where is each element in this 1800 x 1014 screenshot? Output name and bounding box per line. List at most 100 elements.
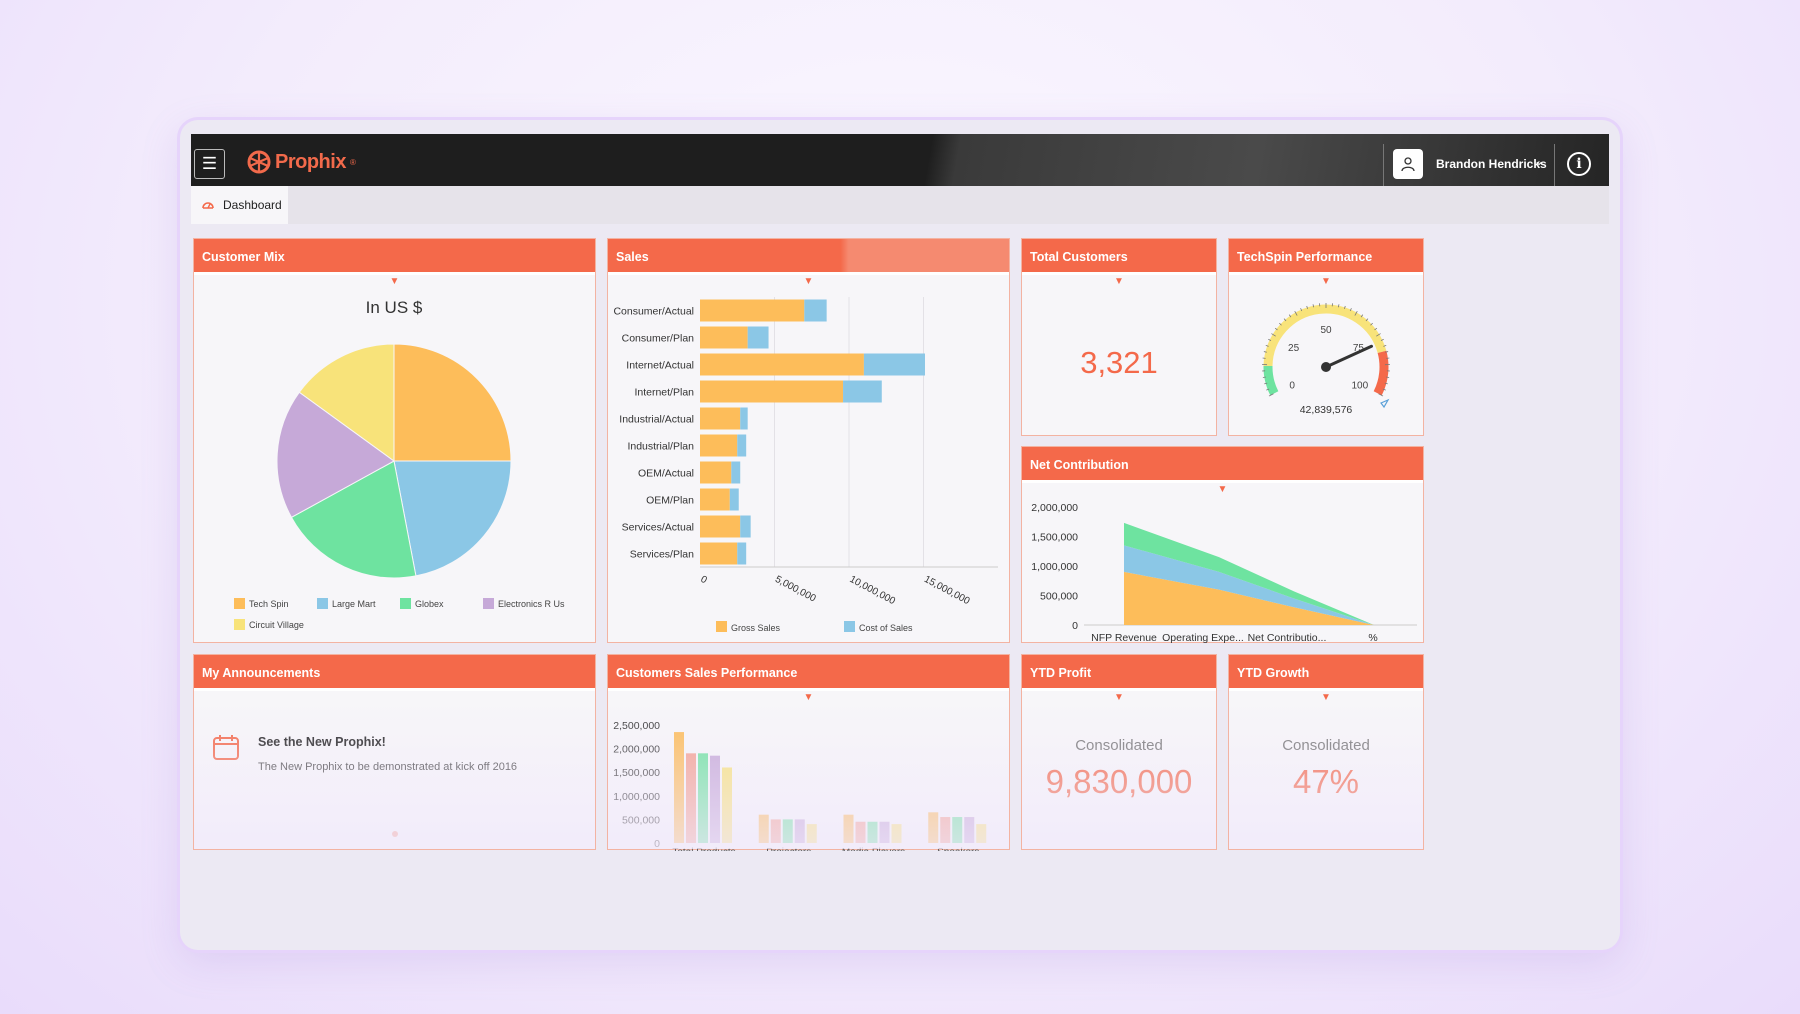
tab-label: Dashboard bbox=[223, 198, 282, 212]
bar[interactable] bbox=[964, 817, 975, 843]
panel-title: Net Contribution bbox=[1022, 447, 1423, 483]
legend-swatch bbox=[483, 598, 494, 609]
bar-cost-of-sales[interactable] bbox=[843, 380, 882, 403]
pie-slice[interactable] bbox=[393, 343, 512, 462]
bar-cost-of-sales[interactable] bbox=[737, 434, 747, 457]
gauge-tick bbox=[1312, 304, 1315, 308]
legend-swatch bbox=[234, 598, 245, 609]
bar-gross-sales[interactable] bbox=[700, 515, 741, 538]
info-icon[interactable]: i bbox=[1567, 152, 1591, 176]
gauge-band bbox=[1373, 350, 1389, 396]
area-series[interactable] bbox=[1124, 545, 1374, 625]
bar-cost-of-sales[interactable] bbox=[740, 407, 748, 430]
category-label: Services/Plan bbox=[630, 549, 694, 561]
chevron-down-icon[interactable]: ▼ bbox=[1114, 276, 1124, 287]
gauge-tick bbox=[1263, 351, 1267, 353]
bar[interactable] bbox=[758, 814, 769, 843]
legend-label[interactable]: Circuit Village bbox=[249, 620, 304, 630]
bar[interactable] bbox=[722, 767, 732, 843]
announcement-title[interactable]: See the New Prophix! bbox=[258, 735, 386, 749]
y-tick-label: 500,000 bbox=[1040, 591, 1078, 603]
pie-slice[interactable] bbox=[298, 343, 395, 462]
chevron-down-icon[interactable]: ▼ bbox=[1321, 276, 1331, 287]
bar[interactable] bbox=[686, 753, 696, 843]
bar-gross-sales[interactable] bbox=[700, 434, 738, 457]
category-label: Consumer/Actual bbox=[613, 306, 694, 318]
legend-label[interactable]: Electronics R Us bbox=[498, 599, 565, 609]
bar[interactable] bbox=[940, 817, 951, 843]
customers-sales-performance-panel: Customers Sales Performance ▼ 0 500,000 1,… bbox=[607, 654, 1010, 858]
legend-label[interactable]: Tech Spin bbox=[249, 599, 289, 609]
bar[interactable] bbox=[782, 819, 793, 843]
gauge-tick bbox=[1365, 318, 1369, 322]
bar[interactable] bbox=[952, 817, 963, 843]
menu-icon[interactable]: ☰ bbox=[194, 149, 225, 179]
bar[interactable] bbox=[806, 824, 817, 843]
bar[interactable] bbox=[879, 821, 890, 843]
chevron-down-icon[interactable]: ▼ bbox=[1114, 692, 1124, 703]
bar-cost-of-sales[interactable] bbox=[737, 542, 747, 565]
bar[interactable] bbox=[770, 819, 781, 843]
dashboard-icon bbox=[202, 202, 214, 209]
x-tick-label: Media Players bbox=[842, 847, 905, 851]
bar-cost-of-sales[interactable] bbox=[863, 353, 925, 376]
area-series[interactable] bbox=[1124, 571, 1374, 625]
gauge-tick bbox=[1271, 333, 1276, 337]
gauge-tick bbox=[1306, 305, 1308, 309]
bar-gross-sales[interactable] bbox=[700, 299, 805, 322]
bar[interactable] bbox=[674, 732, 684, 843]
gauge-tick bbox=[1279, 322, 1282, 326]
user-name[interactable]: Brandon Hendricks bbox=[1436, 157, 1547, 171]
legend-label[interactable]: Large Mart bbox=[332, 599, 376, 609]
bar-cost-of-sales[interactable] bbox=[729, 488, 739, 511]
bar-gross-sales[interactable] bbox=[700, 380, 844, 403]
ytd-profit-panel: YTD Profit ▼ Consolidated 9,830,000 bbox=[1021, 654, 1217, 850]
category-label: Consumer/Plan bbox=[622, 333, 695, 345]
bar-cost-of-sales[interactable] bbox=[804, 299, 827, 322]
bar-gross-sales[interactable] bbox=[700, 326, 748, 349]
legend-label[interactable]: Gross Sales bbox=[731, 623, 781, 633]
prophix-logo[interactable]: Prophix ® bbox=[247, 150, 356, 174]
x-tick-label: 0 bbox=[699, 574, 709, 587]
pie-slice[interactable] bbox=[393, 460, 512, 577]
y-tick-label: 2,500,000 bbox=[613, 720, 660, 732]
bar[interactable] bbox=[843, 814, 854, 843]
bar-gross-sales[interactable] bbox=[700, 353, 864, 376]
area-series[interactable] bbox=[1124, 522, 1374, 625]
gauge-tick bbox=[1376, 333, 1381, 337]
legend-label[interactable]: Cost of Sales bbox=[859, 623, 913, 633]
chevron-down-icon[interactable]: ▼ bbox=[1321, 692, 1331, 703]
gauge-tick bbox=[1274, 327, 1278, 331]
bar[interactable] bbox=[867, 821, 878, 843]
bar[interactable] bbox=[976, 824, 987, 843]
bar-gross-sales[interactable] bbox=[700, 461, 732, 484]
bar[interactable] bbox=[928, 812, 939, 843]
legend-label[interactable]: Globex bbox=[415, 599, 444, 609]
bar[interactable] bbox=[794, 819, 805, 843]
pie-slice[interactable] bbox=[276, 391, 395, 519]
chevron-down-icon[interactable]: ▼ bbox=[803, 692, 814, 703]
bar-cost-of-sales[interactable] bbox=[731, 461, 741, 484]
pie-slice[interactable] bbox=[290, 460, 417, 579]
pagination-dot[interactable] bbox=[392, 831, 398, 837]
gauge-tick bbox=[1370, 322, 1373, 326]
bar[interactable] bbox=[698, 753, 708, 843]
user-avatar-icon[interactable] bbox=[1393, 149, 1423, 179]
bar[interactable] bbox=[891, 824, 902, 843]
bar[interactable] bbox=[855, 821, 866, 843]
bar-gross-sales[interactable] bbox=[700, 488, 730, 511]
chevron-down-icon[interactable]: ▼ bbox=[1217, 484, 1228, 495]
bar-cost-of-sales[interactable] bbox=[747, 326, 769, 349]
tab-dashboard[interactable]: Dashboard bbox=[191, 186, 288, 224]
ytd-growth-label: Consolidated bbox=[1282, 737, 1370, 754]
chevron-down-icon[interactable]: ▼ bbox=[389, 276, 400, 287]
bar-gross-sales[interactable] bbox=[700, 407, 741, 430]
gauge-tick bbox=[1268, 393, 1274, 397]
y-tick-label: 2,000,000 bbox=[1031, 502, 1078, 514]
chevron-down-icon[interactable]: ⌄ bbox=[1534, 154, 1545, 168]
bar[interactable] bbox=[710, 755, 720, 843]
bar-cost-of-sales[interactable] bbox=[740, 515, 751, 538]
chevron-down-icon[interactable]: ▼ bbox=[803, 276, 814, 287]
bar-gross-sales[interactable] bbox=[700, 542, 738, 565]
gauge-tick bbox=[1380, 338, 1384, 341]
